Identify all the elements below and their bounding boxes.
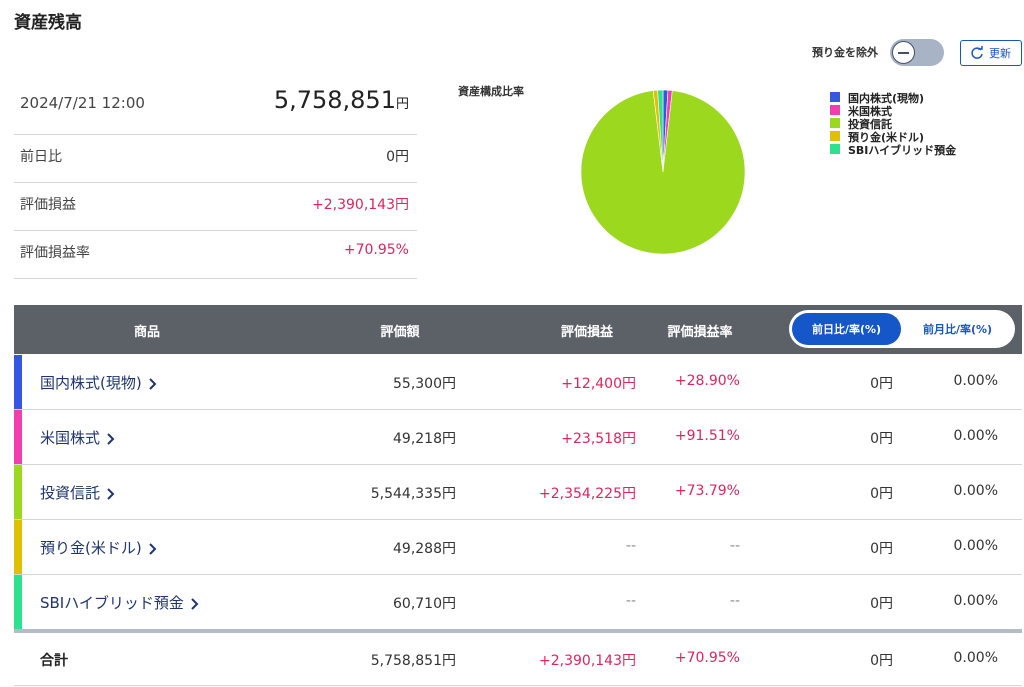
table-cell: 0円: [870, 596, 893, 612]
table-cell: --: [625, 593, 636, 609]
legend-swatch: [830, 144, 840, 154]
table-cell: 0.00%: [953, 538, 998, 554]
exclude-toggle[interactable]: [890, 39, 944, 66]
row-line: [14, 685, 1022, 686]
table-cell: 0.00%: [953, 428, 998, 444]
table-cell: 49,218円: [393, 431, 456, 447]
table-cell: +70.95%: [674, 650, 740, 666]
legend-swatch: [830, 131, 840, 141]
table-cell: 49,288円: [393, 541, 456, 557]
table-cell: --: [729, 593, 740, 609]
product-link[interactable]: SBIハイブリッド預金: [40, 594, 184, 612]
legend-label: 国内株式(現物): [848, 92, 925, 105]
chevron-icon: [191, 598, 199, 610]
row-line: [14, 464, 1022, 465]
legend-swatch: [830, 118, 840, 128]
chevron-icon: [107, 433, 115, 445]
summary-line: [14, 134, 417, 135]
table-cell: 0.00%: [953, 483, 998, 499]
legend-label: 投資信託: [848, 118, 892, 131]
summary-line: [14, 278, 417, 279]
table-cell: 0円: [870, 431, 893, 447]
exclude-label: 預り金を除外: [812, 46, 878, 59]
summary-label: 評価損益: [20, 197, 76, 213]
summary-value: +2,390,143円: [312, 197, 409, 213]
total-amount: 5,758,851円: [274, 86, 409, 114]
legend-swatch: [830, 105, 840, 115]
summary-line: [14, 182, 417, 183]
table-cell: 0.00%: [953, 593, 998, 609]
header-cell: 評価額: [380, 325, 420, 340]
table-cell: +2,354,225円: [539, 486, 636, 502]
category-color-bar: [14, 520, 22, 574]
datetime: 2024/7/21 12:00: [20, 94, 145, 112]
table-cell: +23,518円: [561, 431, 636, 447]
product-link[interactable]: 預り金(米ドル): [40, 539, 142, 557]
pie-slice: [657, 89, 664, 173]
summary-label: 評価損益率: [20, 245, 90, 261]
table-cell: 0.00%: [953, 650, 998, 666]
legend-label: 預り金(米ドル): [848, 131, 925, 144]
category-color-bar: [14, 355, 22, 409]
product-link[interactable]: 投資信託: [40, 484, 101, 502]
total-number: 5,758,851: [273, 86, 396, 114]
table-cell: --: [729, 538, 740, 554]
row-line: [14, 574, 1022, 575]
table-cell: +91.51%: [674, 428, 740, 444]
summary-label: 前日比: [20, 149, 62, 165]
chart-title: 資産構成比率: [458, 85, 524, 98]
refresh-button[interactable]: 更新: [960, 40, 1022, 66]
product-link[interactable]: 国内株式(現物): [40, 374, 142, 392]
product-link[interactable]: 米国株式: [40, 429, 101, 447]
total-unit: 円: [395, 97, 409, 112]
chevron-icon: [107, 488, 115, 500]
table-cell: +73.79%: [674, 483, 740, 499]
table-cell: +12,400円: [561, 376, 636, 392]
table-cell: 0.00%: [953, 373, 998, 389]
summary-value: 0円: [386, 149, 409, 165]
table-cell: +2,390,143円: [539, 653, 636, 669]
legend-swatch: [830, 92, 840, 102]
row-line: [14, 519, 1022, 520]
table-cell: 5,544,335円: [370, 486, 456, 502]
tab-month[interactable]: 前月比/率(%): [922, 323, 993, 336]
table-cell: +28.90%: [674, 373, 740, 389]
legend-label: SBIハイブリッド預金: [848, 144, 957, 157]
chevron-icon: [149, 378, 157, 390]
row-line: [14, 409, 1022, 410]
header-cell: 評価損益: [560, 325, 613, 340]
table-cell: 0円: [870, 486, 893, 502]
summary-line: [14, 230, 417, 231]
table-cell: --: [625, 538, 636, 554]
table-cell: 60,710円: [393, 596, 456, 612]
refresh-label: 更新: [989, 47, 1011, 60]
header-cell: 商品: [133, 325, 160, 340]
tab-day[interactable]: 前日比/率(%): [811, 323, 882, 336]
total-name: 合計: [40, 653, 68, 669]
table-cell: 0円: [870, 541, 893, 557]
toggle-knob: [892, 41, 915, 64]
header-cell: 評価損益率: [667, 325, 733, 340]
category-color-bar: [14, 575, 22, 629]
refresh-icon: [971, 46, 983, 59]
total-separator: [14, 629, 1022, 633]
page-title: 資産残高: [14, 13, 82, 33]
table-cell: 5,758,851円: [370, 653, 456, 669]
legend-label: 米国株式: [848, 105, 892, 118]
table-cell: 55,300円: [393, 376, 456, 392]
category-color-bar: [14, 410, 22, 464]
tab-active-bg: [792, 313, 901, 345]
pie-chart: [580, 89, 746, 255]
table-cell: 0円: [870, 376, 893, 392]
chevron-icon: [149, 543, 157, 555]
table-cell: 0円: [870, 653, 893, 669]
summary-value: +70.95%: [343, 242, 409, 258]
category-color-bar: [14, 465, 22, 519]
pie-slice: [580, 90, 746, 255]
